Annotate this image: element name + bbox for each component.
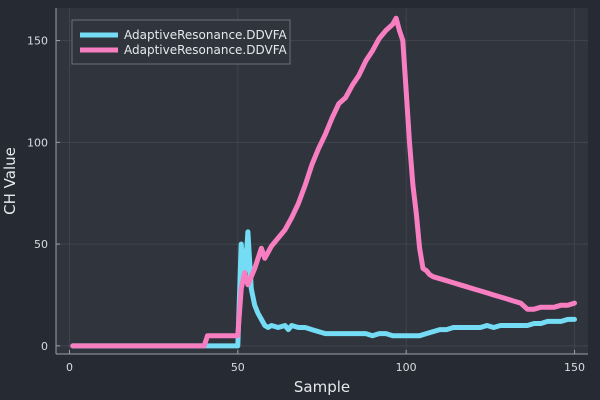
series-lines bbox=[70, 15, 577, 349]
legend: AdaptiveResonance.DDVFAAdaptiveResonance… bbox=[71, 19, 291, 65]
x-tick-label: 100 bbox=[396, 361, 417, 374]
axes bbox=[55, 8, 588, 355]
y-axis-title: CH Value bbox=[1, 147, 19, 215]
x-tick-label: 0 bbox=[66, 361, 73, 374]
series-line-1 bbox=[70, 229, 577, 349]
y-tick-label: 50 bbox=[34, 238, 48, 251]
y-tick-label: 0 bbox=[41, 340, 48, 353]
tick-labels: 0 50 100 150 0 50 100 150 bbox=[27, 35, 585, 374]
legend-label-2: AdaptiveResonance.DDVFA bbox=[124, 43, 288, 57]
legend-box bbox=[71, 19, 291, 65]
x-tick-label: 150 bbox=[564, 361, 585, 374]
legend-label-1: AdaptiveResonance.DDVFA bbox=[124, 28, 288, 42]
x-axis-title: Sample bbox=[294, 378, 350, 396]
x-tick-label: 50 bbox=[231, 361, 245, 374]
y-tick-label: 150 bbox=[27, 35, 48, 48]
series-line-2 bbox=[70, 15, 577, 349]
y-tick-label: 100 bbox=[27, 136, 48, 149]
